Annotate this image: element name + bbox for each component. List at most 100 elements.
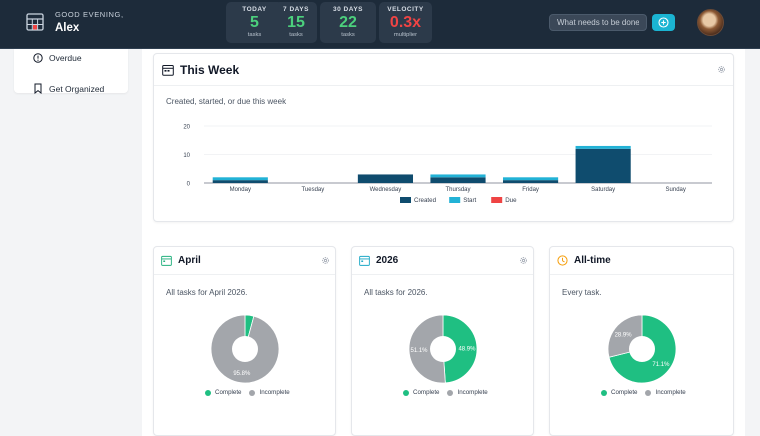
bar-start-saturday[interactable] — [575, 145, 631, 149]
legend-label: Incomplete — [259, 389, 290, 396]
stat-unit: tasks — [289, 32, 303, 38]
april-card: April All tasks for April 2026. 95.8% Co… — [153, 246, 336, 436]
card-header — [352, 247, 533, 275]
x-tick-label: Sunday — [666, 187, 686, 193]
legend-swatch-created — [400, 197, 411, 203]
weekly-bar-chart: 0 10 20 Monday Tuesday Wednesday Thursday Frida… — [183, 125, 712, 204]
new-task-input[interactable] — [549, 14, 647, 31]
pie-hole — [430, 336, 456, 362]
card-title: This Week — [180, 63, 240, 77]
calendar-icon — [161, 255, 172, 266]
all-time-pie-chart: 71.1% 28.9% — [607, 314, 677, 384]
legend-swatch-start — [449, 197, 461, 203]
stat-label: TODAY — [242, 6, 267, 13]
stat-label: 30 DAYS — [333, 6, 363, 13]
card-header — [154, 247, 335, 275]
card-subtitle: All tasks for April 2026. — [166, 288, 248, 297]
legend-swatch-complete — [601, 389, 607, 396]
pie-value-label: 48.9% — [458, 346, 476, 352]
sidebar-item-label: Get Organized — [49, 83, 105, 94]
legend-label: Incomplete — [457, 389, 488, 396]
x-tick-label: Tuesday — [301, 187, 324, 193]
pie-legend: Complete Incomplete — [403, 389, 488, 396]
calendar-icon — [162, 65, 174, 76]
alert-circle-icon — [33, 53, 43, 63]
gear-icon[interactable] — [717, 65, 726, 74]
y-tick-label: 10 — [183, 153, 190, 159]
sidebar: Overdue Get Organized — [14, 49, 128, 94]
year-card: 2026 All tasks for 2026. 48.9% 51.1% Comp… — [351, 246, 534, 436]
legend-swatch-incomplete — [645, 389, 652, 396]
legend-swatch-incomplete — [447, 389, 454, 396]
legend-label: Start — [463, 197, 476, 204]
legend-swatch-due — [491, 197, 503, 203]
user-avatar[interactable] — [697, 9, 724, 36]
card-title: All-time — [574, 255, 611, 266]
pie-hole — [232, 336, 258, 362]
add-task-button[interactable] — [652, 14, 675, 31]
bookmark-icon — [34, 83, 42, 94]
sidebar-item-overdue[interactable]: Overdue — [33, 53, 82, 63]
bar-start-monday[interactable] — [212, 177, 268, 181]
pie-slice-incomplete[interactable] — [408, 314, 446, 384]
card-header — [550, 247, 733, 275]
y-tick-label: 0 — [187, 182, 191, 188]
stat-value: 22 — [339, 14, 357, 31]
pie-value-label: 51.1% — [411, 348, 429, 354]
bar-start-friday[interactable] — [502, 177, 559, 181]
x-tick-label: Monday — [230, 187, 251, 193]
bar-created-saturday[interactable] — [575, 148, 631, 183]
sidebar-item-label: Overdue — [49, 53, 82, 63]
greeting-text: GOOD EVENING, — [55, 10, 124, 19]
legend-swatch-complete — [403, 389, 409, 396]
stat-today: TODAY 5 tasks — [226, 2, 283, 43]
calendar-grid-icon[interactable] — [26, 13, 44, 31]
user-name: Alex — [55, 22, 80, 34]
stat-value: 5 — [250, 14, 259, 31]
card-title: April — [178, 255, 201, 266]
card-title: 2026 — [376, 255, 399, 266]
stat-unit: tasks — [341, 32, 355, 38]
stat-unit: multiplier — [393, 32, 418, 38]
gear-icon[interactable] — [519, 256, 528, 265]
x-tick-label: Friday — [522, 187, 539, 193]
pie-legend: Complete Incomplete — [205, 389, 290, 396]
x-tick-label: Saturday — [591, 187, 615, 193]
this-week-card: This Week Created, started, or due this … — [153, 53, 734, 222]
stat-7-days: 7 DAYS 15 tasks — [275, 2, 317, 43]
stat-velocity: VELOCITY 0.3x multiplier — [379, 2, 432, 43]
stat-value: 0.3x — [389, 14, 422, 31]
bar-created-thursday[interactable] — [430, 177, 486, 183]
gear-icon[interactable] — [321, 256, 330, 265]
all-time-card: All-time Every task. 71.1% 28.9% Complete… — [549, 246, 734, 436]
stat-label: VELOCITY — [387, 6, 424, 13]
card-subtitle: Created, started, or due this week — [166, 97, 287, 106]
legend-swatch-complete — [205, 389, 211, 396]
bar-created-monday[interactable] — [212, 180, 268, 183]
y-tick-label: 20 — [183, 125, 190, 131]
year-pie-chart: 48.9% 51.1% — [408, 314, 478, 384]
card-subtitle: All tasks for 2026. — [364, 288, 428, 297]
x-tick-label: Wednesday — [370, 187, 402, 193]
top-header: GOOD EVENING, Alex TODAY 5 tasks 7 DAYS … — [0, 0, 760, 49]
pie-value-label: 71.1% — [652, 362, 670, 368]
x-tick-label: Thursday — [445, 187, 470, 193]
clock-icon — [557, 255, 568, 266]
legend-label: Complete — [611, 389, 638, 396]
pie-hole — [629, 336, 655, 362]
pie-value-label: 95.8% — [233, 371, 251, 377]
card-subtitle: Every task. — [562, 288, 602, 297]
pie-value-label: 28.9% — [615, 332, 633, 338]
stat-value: 15 — [287, 14, 305, 31]
bar-start-thursday[interactable] — [430, 174, 486, 178]
bar-created-friday[interactable] — [502, 180, 559, 183]
pie-slice-complete[interactable] — [442, 314, 478, 384]
legend-label: Incomplete — [655, 389, 686, 396]
april-pie-chart: 95.8% — [210, 314, 280, 384]
calendar-icon — [359, 255, 370, 266]
sidebar-item-get-organized[interactable]: Get Organized — [33, 83, 104, 94]
legend-label: Due — [505, 197, 517, 204]
legend-label: Created — [414, 197, 437, 204]
bar-created-wednesday[interactable] — [357, 174, 414, 183]
card-header — [154, 54, 733, 86]
